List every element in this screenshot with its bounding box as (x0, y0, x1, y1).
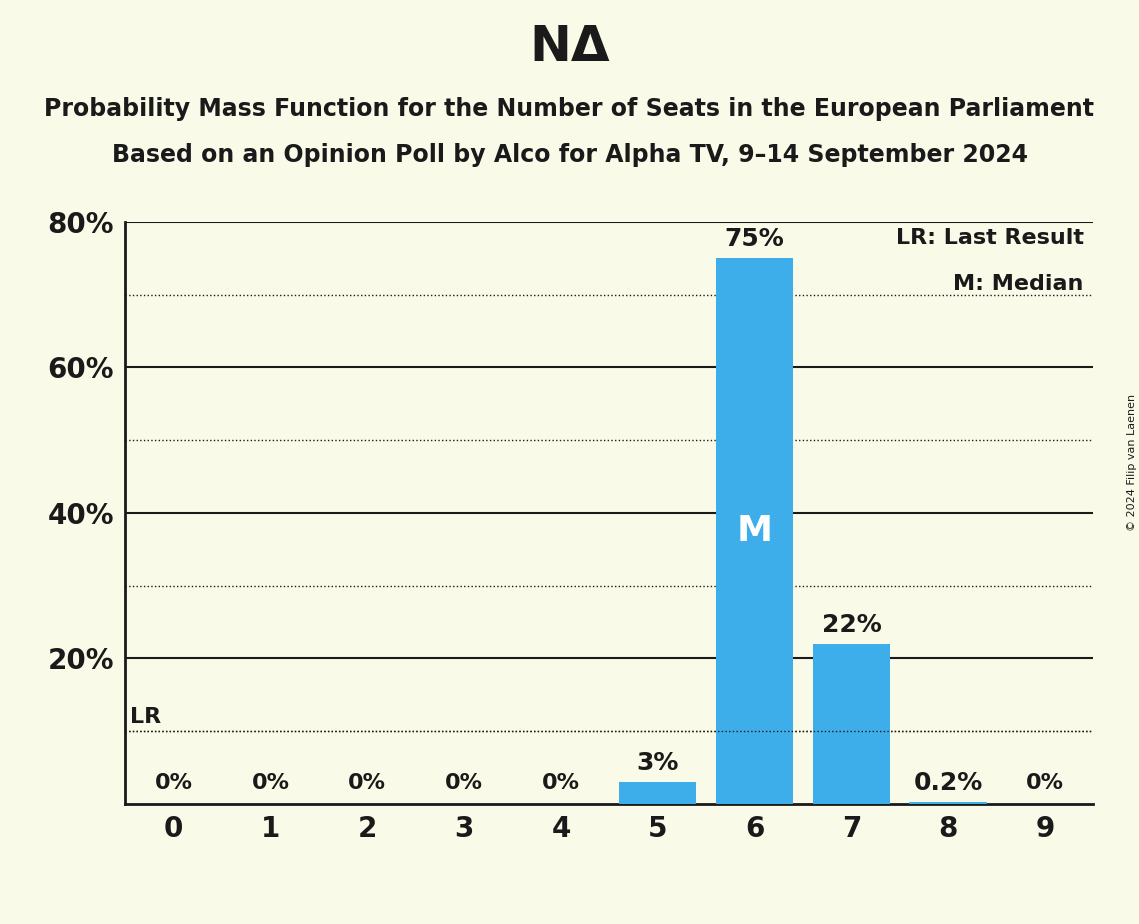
Text: 75%: 75% (724, 227, 785, 250)
Text: 0%: 0% (1026, 773, 1064, 793)
Text: NΔ: NΔ (530, 23, 609, 71)
Text: Probability Mass Function for the Number of Seats in the European Parliament: Probability Mass Function for the Number… (44, 97, 1095, 121)
Text: 0%: 0% (542, 773, 580, 793)
Text: 0%: 0% (252, 773, 289, 793)
Bar (620, 782, 697, 804)
Text: LR: LR (130, 708, 162, 727)
Text: © 2024 Filip van Laenen: © 2024 Filip van Laenen (1126, 394, 1137, 530)
Text: 3%: 3% (637, 751, 679, 774)
Bar (715, 258, 793, 804)
Text: Based on an Opinion Poll by Alco for Alpha TV, 9–14 September 2024: Based on an Opinion Poll by Alco for Alp… (112, 143, 1027, 167)
Text: LR: Last Result: LR: Last Result (895, 227, 1084, 248)
Text: M: M (737, 514, 772, 548)
Bar (910, 802, 988, 804)
Text: M: Median: M: Median (953, 274, 1084, 294)
Text: 22%: 22% (821, 613, 882, 637)
Text: 0.2%: 0.2% (913, 772, 983, 796)
Text: 0%: 0% (155, 773, 192, 793)
Text: 0%: 0% (445, 773, 483, 793)
Bar (813, 644, 891, 804)
Text: 0%: 0% (349, 773, 386, 793)
